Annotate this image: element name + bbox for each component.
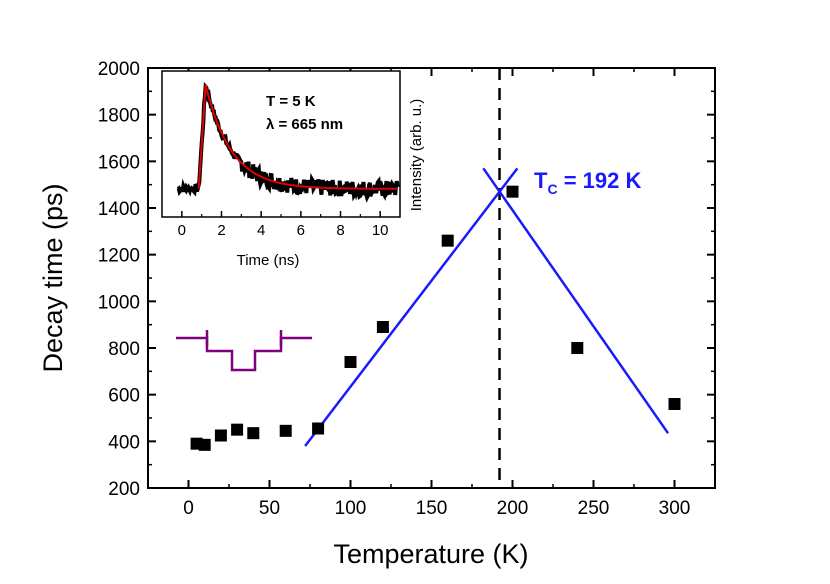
- x-tick-label: 300: [659, 498, 691, 519]
- data-point: [441, 234, 454, 247]
- inset-wavelength-label: λ = 665 nm: [266, 116, 343, 133]
- data-point: [506, 185, 519, 198]
- inset-x-tick-label: 4: [257, 222, 265, 239]
- y-axis-title: Decay time (ps): [38, 183, 68, 372]
- y-tick-label: 400: [108, 432, 140, 453]
- inset-x-axis-title: Time (ns): [237, 252, 300, 269]
- data-point: [247, 427, 260, 440]
- tc-subscript: C: [547, 181, 557, 197]
- y-tick-label: 600: [108, 386, 140, 407]
- y-tick-label: 1600: [98, 152, 140, 173]
- x-tick-label: 100: [335, 498, 367, 519]
- quantum-well-schematic-icon: [176, 330, 312, 372]
- tc-annotation: TC = 192 K: [534, 168, 641, 197]
- x-axis-title: Temperature (K): [333, 539, 528, 569]
- x-tick-label: 0: [183, 498, 194, 519]
- data-point: [214, 429, 227, 442]
- inset-x-tick-label: 8: [336, 222, 344, 239]
- y-tick-label: 1200: [98, 246, 140, 267]
- data-point: [279, 424, 292, 437]
- data-point: [376, 321, 389, 333]
- rising-fit-line: [304, 167, 519, 447]
- inset-plot: 0 2 4 6 8 10 T = 5 K λ = 665 nm Time (ns) Int…: [161, 70, 425, 269]
- data-points: [190, 185, 681, 451]
- x-tick-label: 150: [416, 498, 448, 519]
- x-tick-label: 200: [497, 498, 529, 519]
- x-tick-label: 50: [259, 498, 280, 519]
- data-point: [344, 356, 357, 368]
- inset-x-tick-label: 2: [217, 222, 225, 239]
- x-axis-ticks: 0 50 100 150 200 250 300: [183, 68, 690, 519]
- y-tick-label: 800: [108, 339, 140, 360]
- y-tick-label: 200: [108, 479, 140, 500]
- y-axis-ticks: 200 400 600 800 1000 1200 1400 1600 1800 2000: [98, 59, 715, 500]
- inset-y-axis-title: Intensity (arb. u.): [408, 99, 425, 212]
- inset-x-tick-label: 6: [297, 222, 305, 239]
- inset-x-ticks: 0 2 4 6 8 10: [178, 211, 389, 239]
- inset-x-tick-label: 0: [178, 222, 186, 239]
- y-tick-label: 1000: [98, 292, 140, 313]
- y-tick-label: 2000: [98, 59, 140, 80]
- data-point: [198, 438, 211, 451]
- data-point: [231, 423, 244, 436]
- falling-fit-line: [482, 167, 670, 434]
- y-tick-label: 1800: [98, 106, 140, 127]
- data-point: [571, 342, 584, 354]
- data-point: [312, 422, 325, 435]
- inset-fit-curve: [197, 84, 397, 190]
- x-tick-label: 250: [578, 498, 610, 519]
- inset-temperature-label: T = 5 K: [266, 93, 316, 110]
- y-tick-label: 1400: [98, 199, 140, 220]
- data-point: [668, 398, 681, 410]
- inset-x-tick-label: 10: [372, 222, 389, 239]
